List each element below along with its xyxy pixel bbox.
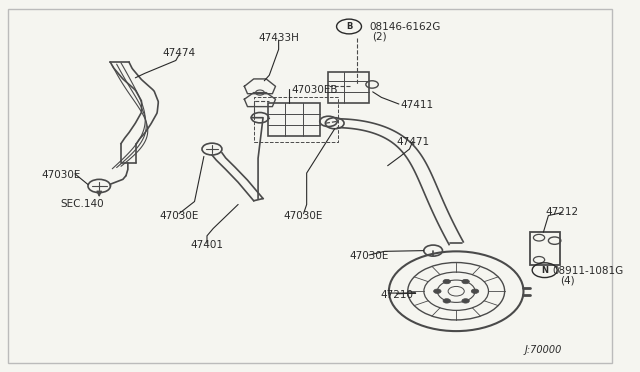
- Circle shape: [462, 279, 469, 284]
- Text: 08146-6162G: 08146-6162G: [369, 22, 440, 32]
- Text: 47030EB: 47030EB: [291, 85, 337, 95]
- Text: N: N: [541, 266, 548, 275]
- Text: 47471: 47471: [396, 137, 429, 147]
- FancyBboxPatch shape: [8, 9, 612, 363]
- Text: B: B: [346, 22, 352, 31]
- FancyBboxPatch shape: [328, 71, 369, 103]
- Text: 47030E: 47030E: [42, 170, 81, 180]
- Text: 47212: 47212: [545, 207, 579, 217]
- Text: (2): (2): [372, 32, 387, 41]
- Text: 47030E: 47030E: [159, 211, 198, 221]
- Text: 47401: 47401: [191, 240, 223, 250]
- Text: 08911-1081G: 08911-1081G: [553, 266, 624, 276]
- Text: SEC.140: SEC.140: [61, 199, 104, 209]
- Circle shape: [471, 289, 479, 294]
- Text: 47210: 47210: [381, 290, 413, 300]
- Text: J:70000: J:70000: [525, 345, 562, 355]
- Text: (4): (4): [560, 275, 575, 285]
- Text: 47411: 47411: [400, 100, 433, 110]
- Text: 47433H: 47433H: [258, 33, 299, 43]
- Text: 47030E: 47030E: [349, 251, 388, 261]
- FancyBboxPatch shape: [268, 103, 321, 136]
- Circle shape: [462, 299, 469, 303]
- Circle shape: [443, 299, 451, 303]
- Text: 47030E: 47030E: [284, 211, 323, 221]
- FancyBboxPatch shape: [530, 232, 559, 265]
- Circle shape: [434, 289, 441, 294]
- Circle shape: [443, 279, 451, 284]
- Text: 47474: 47474: [163, 48, 195, 58]
